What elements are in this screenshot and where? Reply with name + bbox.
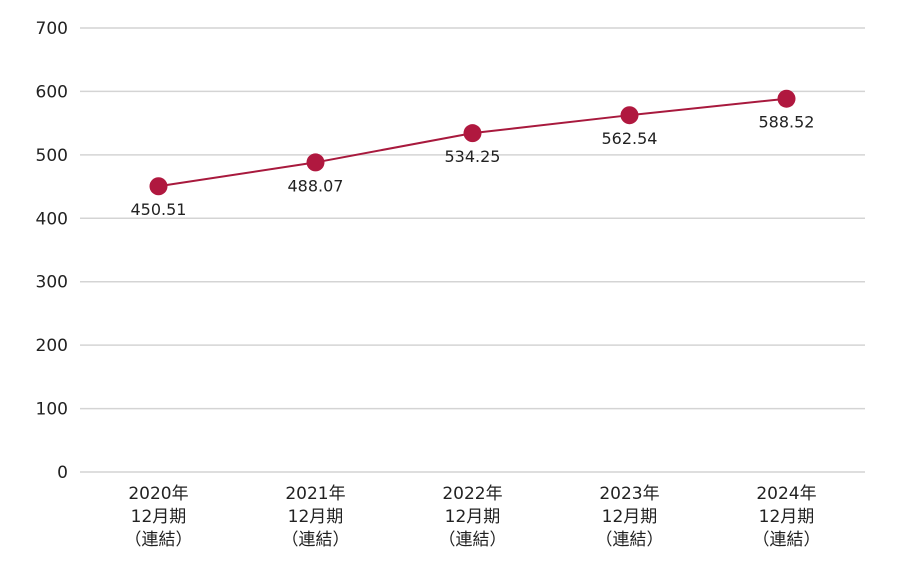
y-tick-label: 400 [36, 209, 68, 229]
data-labels: 450.51 488.07 534.25 562.54 588.52 [131, 113, 815, 220]
y-axis: 0 100 200 300 400 500 600 700 [36, 19, 68, 483]
x-tick-label: 2024年 [756, 484, 816, 504]
y-tick-label: 500 [36, 146, 68, 166]
x-tick-label: （連結） [282, 530, 350, 550]
x-tick-label: 12月期 [288, 507, 344, 527]
data-point [620, 106, 639, 125]
data-label: 488.07 [288, 176, 344, 195]
x-tick-label: 2022年 [442, 484, 502, 504]
gridlines [80, 27, 865, 473]
x-tick-label: 2020年 [128, 484, 188, 504]
x-tick-label: 12月期 [131, 507, 187, 527]
y-tick-label: 600 [36, 82, 68, 102]
data-point [777, 89, 796, 108]
y-tick-label: 200 [36, 336, 68, 356]
data-point [463, 124, 482, 143]
data-label: 562.54 [602, 129, 658, 148]
data-point [149, 177, 168, 196]
y-tick-label: 100 [36, 400, 68, 420]
data-label: 450.51 [131, 200, 187, 219]
data-label: 588.52 [759, 113, 815, 132]
x-tick-label: 12月期 [445, 507, 501, 527]
data-point [306, 153, 325, 172]
y-tick-label: 0 [57, 463, 68, 483]
data-label: 534.25 [445, 147, 501, 166]
y-tick-label: 700 [36, 19, 68, 39]
x-tick-label: 12月期 [759, 507, 815, 527]
x-tick-label: 2021年 [285, 484, 345, 504]
x-tick-label: （連結） [125, 530, 193, 550]
x-tick-label: 2023年 [599, 484, 659, 504]
x-axis: 2020年 12月期 （連結） 2021年 12月期 （連結） 2022年 12月期 （連結） 2… [125, 484, 821, 550]
x-tick-label: （連結） [439, 530, 507, 550]
x-tick-label: （連結） [753, 530, 821, 550]
x-tick-label: （連結） [596, 530, 664, 550]
x-tick-label: 12月期 [602, 507, 658, 527]
y-tick-label: 300 [36, 273, 68, 293]
series-line [158, 97, 787, 188]
series-group [149, 89, 796, 196]
